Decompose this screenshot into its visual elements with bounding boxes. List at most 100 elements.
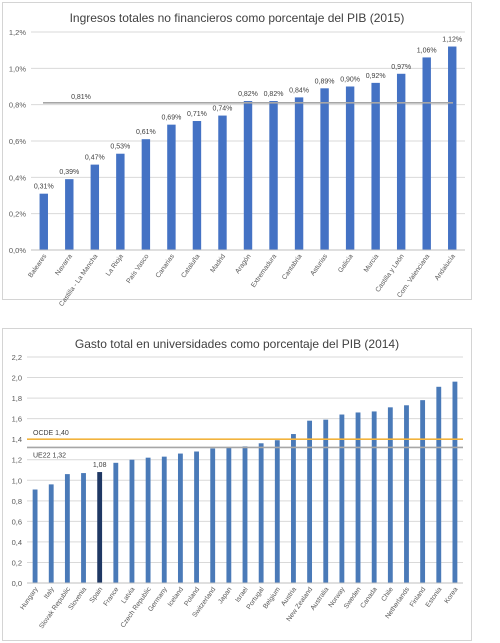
data-label: 0,97% — [391, 64, 411, 71]
bar — [294, 97, 304, 251]
bar — [192, 121, 202, 251]
x-tick-label: País Vasco — [125, 253, 150, 285]
y-tick-label: 0,6% — [9, 137, 26, 146]
y-tick-label: 1,6 — [12, 415, 22, 424]
data-label: 1,12% — [442, 37, 462, 44]
x-tick-label: Estonia — [425, 586, 444, 609]
data-label: 0,71% — [187, 111, 207, 118]
data-label: 0,82% — [264, 91, 284, 98]
bar — [269, 101, 278, 251]
data-label: 0,74% — [213, 106, 233, 113]
x-tick-label: Latvia — [120, 586, 136, 605]
chart-panel-ingresos: Ingresos totales no financieros como por… — [2, 2, 472, 308]
bar — [371, 82, 380, 250]
bar — [167, 124, 176, 250]
x-tick-label: Murcia — [363, 253, 381, 274]
x-tick-label: Hungary — [19, 586, 40, 612]
bar — [291, 434, 296, 583]
bar — [226, 447, 232, 583]
bar — [242, 446, 248, 583]
bar — [194, 451, 199, 583]
data-label: 0,31% — [34, 184, 54, 191]
data-label: 0,82% — [238, 91, 258, 98]
bar — [113, 462, 119, 583]
y-tick-label: 0,4% — [9, 173, 26, 182]
x-tick-label: Cantabria — [281, 253, 304, 281]
x-tick-label: Belgium — [262, 586, 282, 610]
data-label: 1,06% — [417, 47, 437, 54]
y-tick-label: 1,0 — [12, 476, 22, 485]
chart-title: Ingresos totales no financieros como por… — [69, 11, 405, 25]
x-tick-label: La Rioja — [105, 253, 125, 278]
y-tick-label: 0,8% — [9, 101, 26, 110]
y-tick-label: 0,2 — [12, 558, 22, 567]
data-label: 0,53% — [110, 144, 130, 151]
x-tick-label: France — [103, 586, 121, 608]
bar — [274, 440, 280, 583]
y-tick-label: 0,0% — [9, 246, 26, 255]
bar — [39, 193, 48, 250]
x-tick-label: Galicia — [337, 253, 355, 274]
bar — [436, 386, 442, 583]
bar — [396, 73, 406, 251]
bar — [129, 459, 135, 583]
data-label: 0,69% — [161, 115, 181, 122]
bar — [141, 139, 151, 250]
bar — [116, 153, 125, 250]
bar — [161, 456, 167, 583]
x-tick-label: Italy — [43, 586, 56, 601]
bar — [48, 484, 54, 583]
bar — [97, 472, 103, 583]
y-tick-label: 1,2 — [12, 456, 22, 465]
bar — [32, 489, 38, 583]
bar — [145, 457, 151, 583]
x-tick-label: Canada — [359, 586, 379, 610]
ingresos-chart: 0,0% 0,2% 0,4% 0,6% 0,8% 1,0% 1,2% 0,31% Baleare… — [9, 28, 465, 308]
y-tick-label: 0,2% — [9, 210, 26, 219]
bar — [345, 86, 355, 250]
bar — [422, 57, 431, 250]
x-tick-label: Aragón — [234, 253, 252, 275]
data-label: 0,47% — [85, 155, 105, 162]
bar — [404, 405, 409, 583]
x-tick-label: Spain — [89, 586, 105, 604]
reference-line-label: 0,81% — [71, 94, 91, 101]
data-label: 0,39% — [59, 169, 79, 176]
data-label: 1,08 — [93, 462, 107, 469]
y-tick-label: 1,0% — [9, 64, 26, 73]
data-label: 0,90% — [340, 77, 360, 84]
bar — [371, 411, 377, 583]
data-label: 0,89% — [315, 78, 335, 85]
y-tick-label: 0,6 — [12, 517, 22, 526]
bar — [90, 164, 100, 250]
data-label: 0,92% — [366, 73, 386, 80]
y-tick-label: 0,4 — [12, 538, 22, 547]
bar — [81, 473, 86, 583]
x-tick-label: Chile — [380, 586, 395, 603]
y-tick-label: 0,0 — [12, 579, 22, 588]
x-tick-label: Cataluña — [180, 253, 201, 279]
x-tick-label: Japan — [217, 586, 233, 605]
y-tick-label: 2,2 — [12, 353, 22, 362]
data-label: 0,84% — [289, 87, 309, 94]
bar — [355, 412, 361, 583]
bar — [320, 88, 329, 250]
y-tick-label: 2,0 — [12, 374, 22, 383]
bar — [387, 407, 393, 583]
reference-line-label: OCDE 1,40 — [33, 430, 69, 437]
y-tick-label: 1,8 — [12, 394, 22, 403]
bar — [177, 453, 183, 583]
x-tick-label: Asturias — [309, 253, 329, 278]
x-tick-label: Madrid — [209, 253, 227, 274]
x-tick-label: Andalucía — [434, 253, 457, 282]
x-tick-label: Navarra — [54, 253, 74, 277]
bar — [64, 474, 70, 583]
bar — [210, 448, 216, 583]
bar — [243, 101, 253, 251]
y-tick-label: 1,2% — [9, 28, 26, 37]
x-tick-label: Extremadura — [250, 253, 278, 289]
chart-panel-gasto: Gasto total en universidades como porcen… — [2, 328, 472, 641]
bar — [448, 46, 457, 251]
bar — [218, 115, 227, 250]
x-tick-label: Baleares — [27, 253, 48, 279]
